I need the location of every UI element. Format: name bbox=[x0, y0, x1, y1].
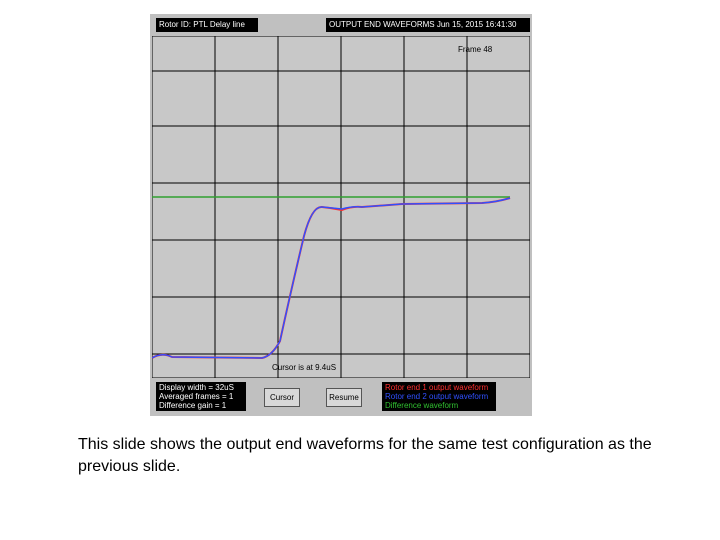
legend: Rotor end 1 output waveform Rotor end 2 o… bbox=[382, 382, 496, 411]
grid bbox=[152, 36, 530, 378]
legend-entry: Rotor end 2 output waveform bbox=[385, 392, 489, 401]
screenshot: Rotor ID: PTL Delay line OUTPUT END WAVE… bbox=[150, 14, 532, 416]
caption: This slide shows the output end waveform… bbox=[78, 436, 652, 475]
plot: Frame 48 Cursor is at 9.4uS bbox=[152, 36, 530, 378]
rotor-end-2-waveform bbox=[152, 197, 511, 359]
resume-button[interactable]: Resume bbox=[326, 388, 362, 407]
legend-entry: Difference waveform bbox=[385, 401, 459, 410]
cursor-label: Cursor is at 9.4uS bbox=[272, 363, 336, 372]
legend-entry: Rotor end 1 output waveform bbox=[385, 383, 489, 392]
frame-label: Frame 48 bbox=[458, 45, 493, 54]
cursor-button[interactable]: Cursor bbox=[264, 388, 300, 407]
info-line: Difference gain = 1 bbox=[159, 401, 227, 410]
window-title: OUTPUT END WAVEFORMS Jun 15, 2015 16:41:… bbox=[326, 18, 530, 32]
info-line: Averaged frames = 1 bbox=[159, 392, 234, 401]
rotor-id: Rotor ID: PTL Delay line bbox=[156, 18, 258, 32]
info-line: Display width = 32uS bbox=[159, 383, 234, 392]
info-box: Display width = 32uS Averaged frames = 1… bbox=[156, 382, 246, 411]
